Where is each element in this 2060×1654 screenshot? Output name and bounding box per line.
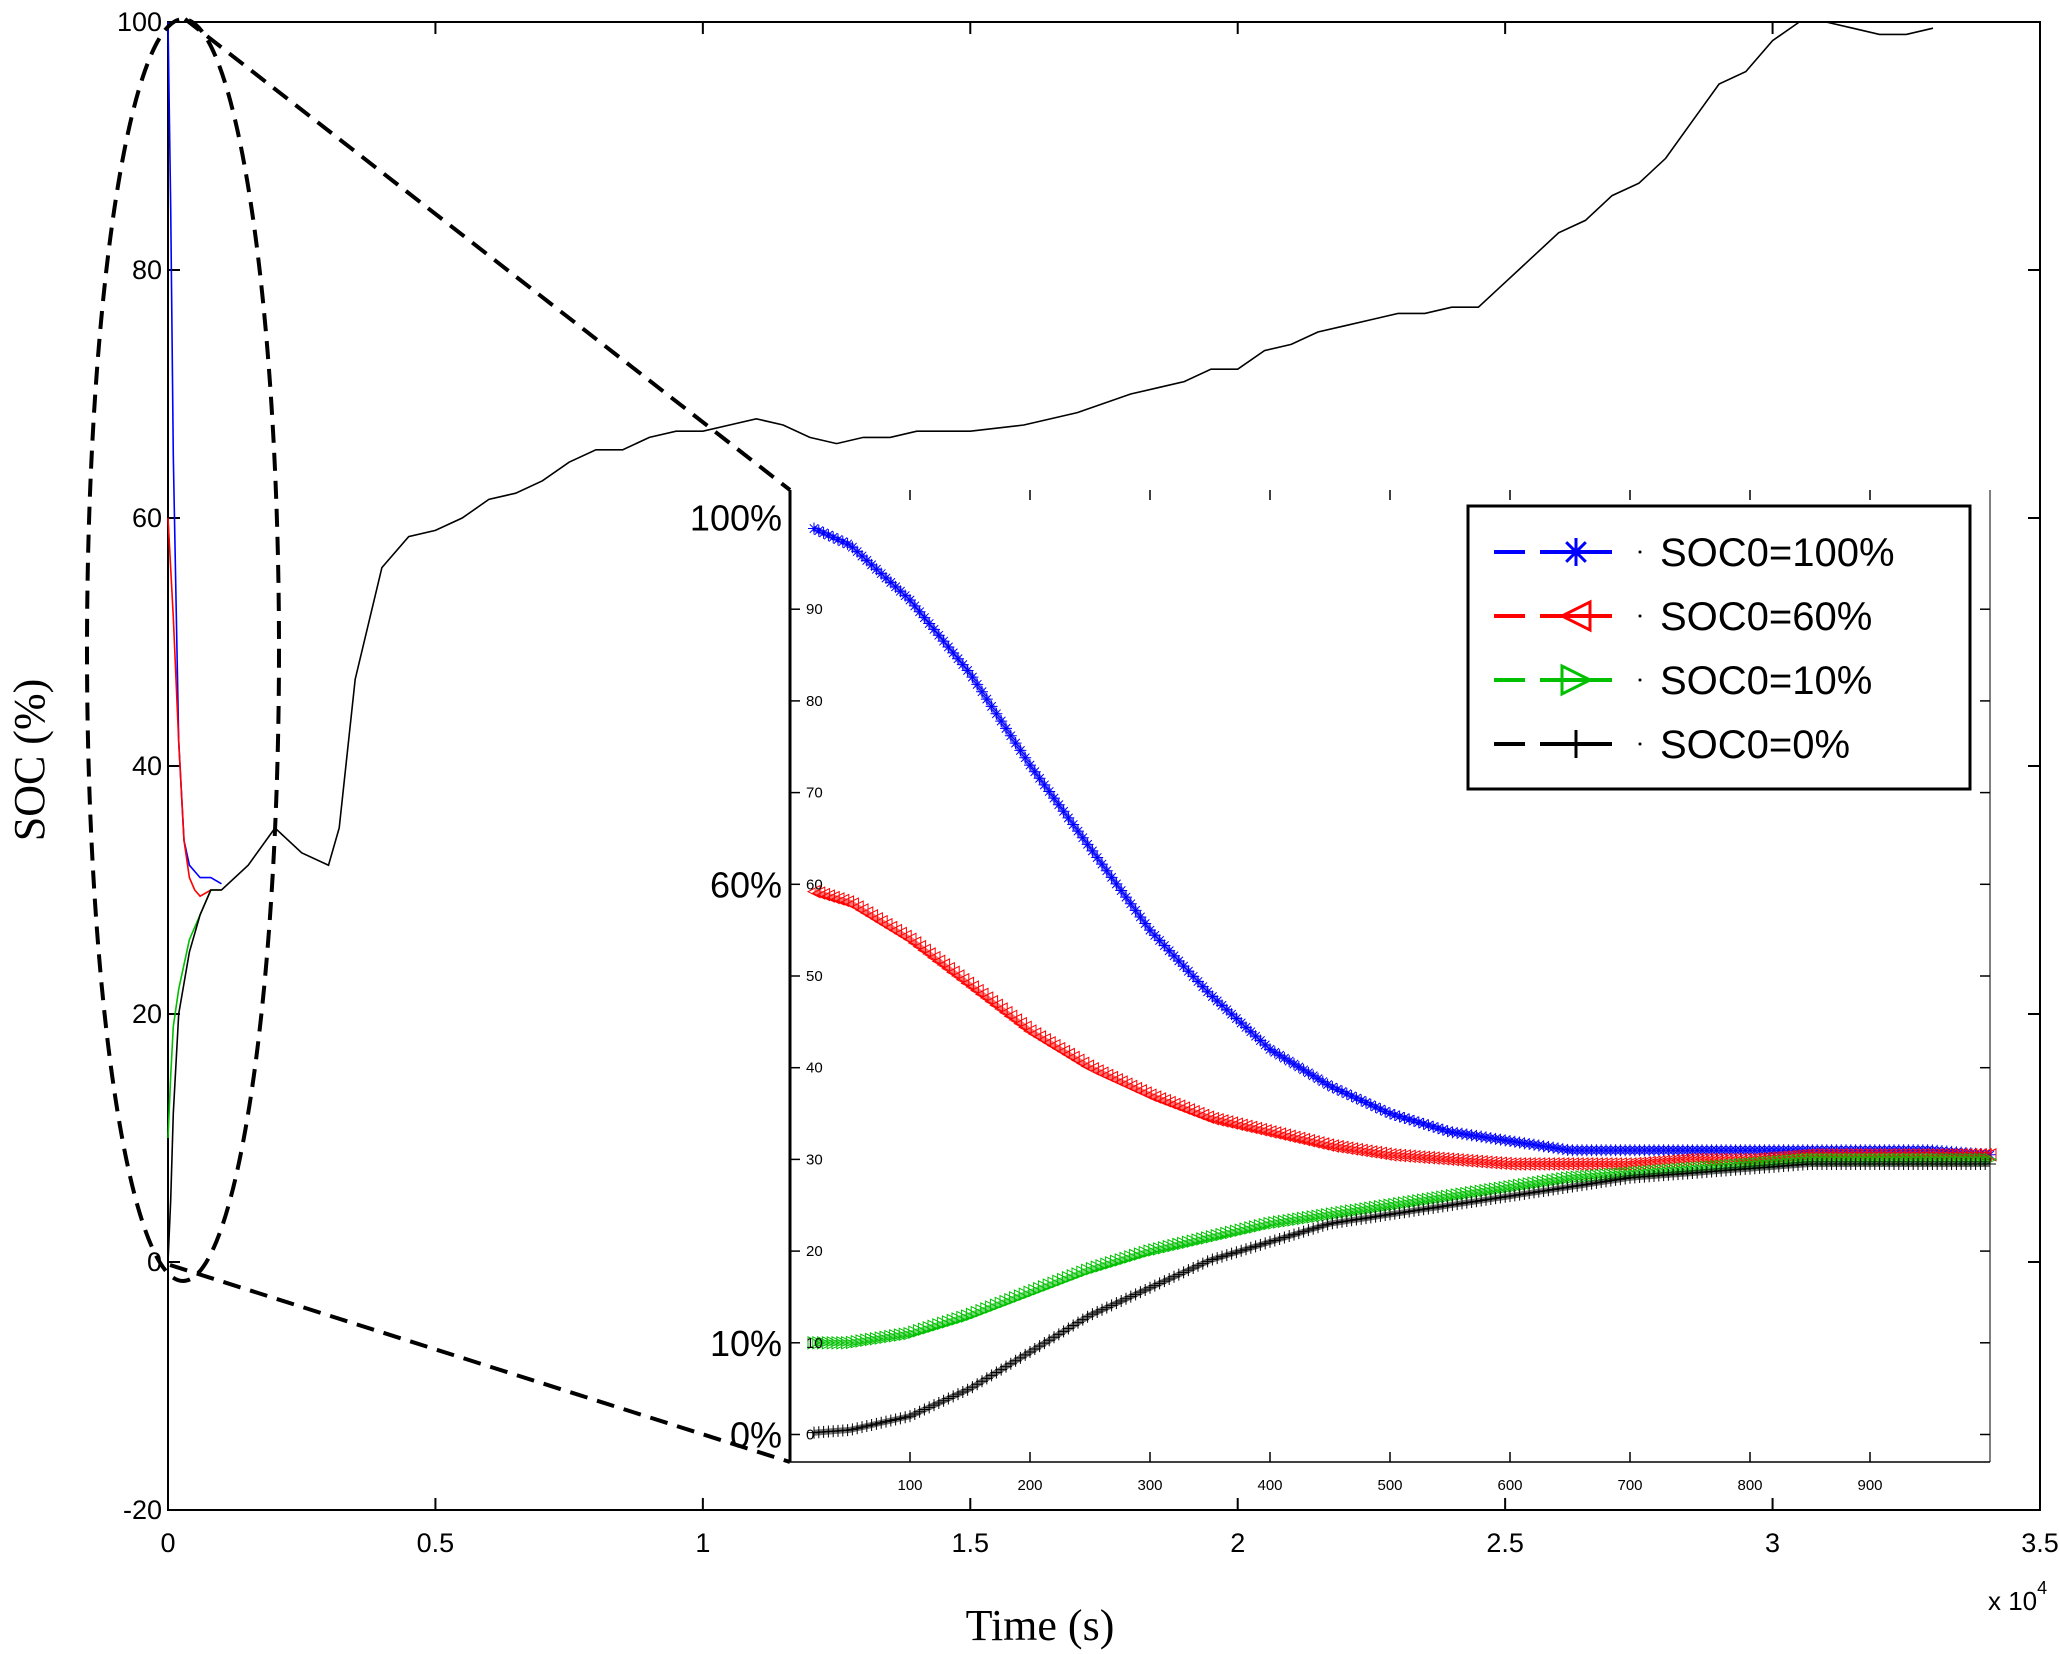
main-series-soc0-100- bbox=[167, 21, 222, 885]
inset-x-tick-label: 100 bbox=[897, 1477, 922, 1494]
inset-x-tick-labels: 100 200 300 400 500 600 700 800 900 bbox=[897, 1477, 1882, 1494]
inset-callout-label: 100% bbox=[690, 498, 782, 539]
inset-markers-soc0-10- bbox=[807, 1152, 1998, 1350]
main-series-lines bbox=[167, 21, 1934, 1263]
main-x-tick-label: 1.5 bbox=[952, 1528, 990, 1558]
inset-callout-label: 60% bbox=[710, 864, 782, 905]
main-x-tick-label: 2 bbox=[1230, 1528, 1245, 1558]
inset-x-tick-label: 300 bbox=[1137, 1477, 1162, 1494]
inset-tick-marks bbox=[790, 490, 1990, 1462]
main-x-tick-label: 3 bbox=[1765, 1528, 1780, 1558]
inset-callout-label: 0% bbox=[730, 1414, 782, 1455]
legend-dot bbox=[1638, 678, 1642, 682]
main-x-tick-labels: 0 0.5 1 1.5 2 2.5 3 3.5 bbox=[160, 1528, 2058, 1558]
legend-marker-plus bbox=[1562, 730, 1590, 758]
inset-y-tick-label: 70 bbox=[806, 785, 823, 802]
legend-dot bbox=[1638, 550, 1642, 554]
inset-y-tick-label: 60 bbox=[806, 876, 823, 893]
inset-y-tick-label: 90 bbox=[806, 601, 823, 618]
inset-y-tick-label: 80 bbox=[806, 693, 823, 710]
legend-dot bbox=[1638, 742, 1642, 746]
main-y-tick-label: 100 bbox=[117, 7, 162, 37]
legend-dot bbox=[1638, 614, 1642, 618]
legend-marker-star bbox=[1562, 538, 1590, 566]
x-multiplier-label: x 104 bbox=[1988, 1578, 2047, 1616]
zoom-line-bottom bbox=[169, 1263, 791, 1464]
inset-y-tick-label: 10 bbox=[806, 1335, 823, 1352]
inset-series-lines bbox=[806, 522, 1998, 1439]
legend-marker-triangle-right bbox=[1560, 663, 1594, 697]
zoom-line-top bbox=[183, 17, 792, 492]
inset-callout-label: 10% bbox=[710, 1323, 782, 1364]
inset-x-tick-label: 500 bbox=[1377, 1477, 1402, 1494]
inset-percent-callouts: 100% 60% 10% 0% bbox=[690, 498, 782, 1456]
legend-entry: SOC0=0% bbox=[1494, 723, 1850, 767]
main-y-tick-label: 40 bbox=[132, 751, 162, 781]
legend-entry: SOC0=10% bbox=[1494, 659, 1872, 703]
main-series-soc0-60- bbox=[167, 517, 222, 898]
main-x-tick-label: 0 bbox=[160, 1528, 175, 1558]
legend: SOC0=100% SOC0=60% SOC0=10% SOC0=0% bbox=[1466, 504, 1972, 791]
main-x-tick-label: 0.5 bbox=[417, 1528, 455, 1558]
legend-entries: SOC0=100% SOC0=60% SOC0=10% SOC0=0% bbox=[1494, 531, 1895, 767]
zoom-callout bbox=[85, 17, 792, 1464]
main-x-tick-label: 1 bbox=[695, 1528, 710, 1558]
main-series-soc0-0- bbox=[167, 21, 1934, 1263]
inset-x-tick-label: 700 bbox=[1617, 1477, 1642, 1494]
inset-markers-soc0-100- bbox=[808, 522, 1996, 1161]
legend-label: SOC0=100% bbox=[1660, 531, 1895, 575]
main-y-tick-labels: -20 0 20 40 60 80 100 bbox=[117, 7, 162, 1525]
main-y-tick-label: -20 bbox=[123, 1495, 162, 1525]
inset-y-tick-labels: 0 10 20 30 40 50 60 70 80 90 bbox=[806, 601, 823, 1443]
main-y-tick-label: 0 bbox=[147, 1247, 162, 1277]
inset-x-tick-label: 400 bbox=[1257, 1477, 1282, 1494]
inset-y-tick-label: 30 bbox=[806, 1151, 823, 1168]
inset-x-tick-label: 800 bbox=[1737, 1477, 1762, 1494]
inset-x-tick-label: 600 bbox=[1497, 1477, 1522, 1494]
inset-y-tick-label: 0 bbox=[806, 1426, 814, 1443]
inset-y-tick-label: 20 bbox=[806, 1243, 823, 1260]
inset-x-tick-label: 900 bbox=[1857, 1477, 1882, 1494]
y-axis-label: SOC (%) bbox=[5, 679, 54, 842]
legend-label: SOC0=0% bbox=[1660, 723, 1850, 767]
legend-label: SOC0=10% bbox=[1660, 659, 1872, 703]
x-axis-label: Time (s) bbox=[966, 1601, 1115, 1650]
legend-marker-triangle-left bbox=[1558, 599, 1592, 633]
inset-x-tick-label: 200 bbox=[1017, 1477, 1042, 1494]
zoom-ellipse bbox=[85, 17, 281, 1283]
inset-y-tick-label: 50 bbox=[806, 968, 823, 985]
inset-markers-soc0-0- bbox=[808, 1157, 1996, 1439]
main-x-tick-label: 3.5 bbox=[2021, 1528, 2059, 1558]
legend-entry: SOC0=100% bbox=[1494, 531, 1895, 575]
main-x-tick-label: 2.5 bbox=[1486, 1528, 1524, 1558]
main-y-tick-label: 80 bbox=[132, 255, 162, 285]
legend-label: SOC0=60% bbox=[1660, 595, 1872, 639]
inset-y-tick-label: 40 bbox=[806, 1060, 823, 1077]
main-y-tick-label: 20 bbox=[132, 999, 162, 1029]
legend-entry: SOC0=60% bbox=[1494, 595, 1872, 639]
main-y-tick-label: 60 bbox=[132, 503, 162, 533]
